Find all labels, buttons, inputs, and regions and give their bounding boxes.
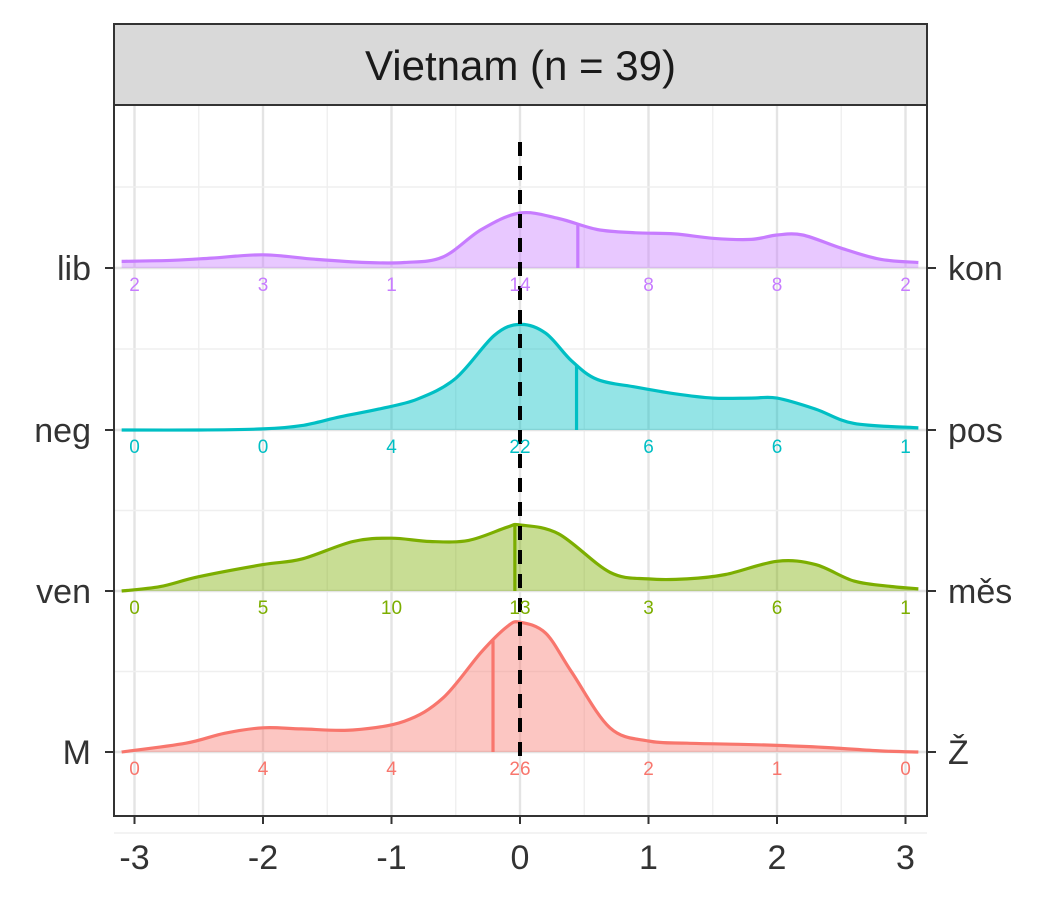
axes: -3 -2 -1 0 1 2 3 lib kon neg pos ven měs M Ž bbox=[34, 250, 1012, 877]
density-curve-ven bbox=[121, 522, 919, 593]
count-label: 5 bbox=[258, 598, 269, 619]
count-label: 0 bbox=[129, 759, 140, 780]
facet-strip bbox=[113, 23, 928, 106]
count-label: 2 bbox=[900, 275, 911, 296]
facet-title: Vietnam (n = 39) bbox=[365, 42, 676, 89]
count-label: 0 bbox=[258, 437, 269, 458]
count-label: 2 bbox=[129, 275, 140, 296]
right-label-M: Ž bbox=[948, 734, 969, 772]
right-label-lib: kon bbox=[948, 250, 1003, 288]
count-label: 8 bbox=[643, 275, 654, 296]
count-label: 26 bbox=[509, 759, 530, 780]
count-label: 3 bbox=[258, 275, 269, 296]
x-tick-label: -3 bbox=[119, 839, 149, 877]
count-label: 0 bbox=[129, 437, 140, 458]
count-labels: 2 3 1 14 8 8 20 0 4 22 6 6 10 5 10 13 3 6 10 4 4 26 2 1 0 bbox=[129, 275, 911, 780]
density-area-neg bbox=[121, 324, 919, 431]
count-label: 10 bbox=[381, 598, 402, 619]
count-label: 1 bbox=[900, 598, 911, 619]
count-label: 4 bbox=[386, 437, 397, 458]
left-label-M: M bbox=[63, 734, 91, 772]
x-tick-label: 1 bbox=[639, 839, 658, 877]
left-label-ven: ven bbox=[36, 573, 91, 611]
count-label: 0 bbox=[900, 759, 911, 780]
count-label: 2 bbox=[643, 759, 654, 780]
x-tick-label: -2 bbox=[248, 839, 278, 877]
count-label: 6 bbox=[772, 437, 783, 458]
x-tick-label: 3 bbox=[896, 839, 915, 877]
x-tick-label: 2 bbox=[768, 839, 787, 877]
count-label: 8 bbox=[772, 275, 783, 296]
left-label-neg: neg bbox=[34, 412, 91, 450]
count-label: 1 bbox=[386, 275, 397, 296]
count-label: 14 bbox=[509, 275, 531, 296]
count-label: 3 bbox=[643, 598, 654, 619]
right-label-neg: pos bbox=[948, 412, 1003, 450]
density-curve-lib bbox=[121, 210, 919, 265]
count-label: 4 bbox=[258, 759, 269, 780]
count-label: 6 bbox=[643, 437, 654, 458]
count-label: 4 bbox=[386, 759, 397, 780]
left-label-lib: lib bbox=[57, 250, 91, 288]
count-label: 1 bbox=[900, 437, 911, 458]
count-label: 6 bbox=[772, 598, 783, 619]
density-area-M bbox=[121, 621, 919, 752]
density-curve-neg bbox=[121, 322, 919, 432]
count-label: 13 bbox=[509, 598, 530, 619]
count-label: 1 bbox=[772, 759, 783, 780]
right-label-ven: měs bbox=[948, 573, 1012, 611]
count-label: 0 bbox=[129, 598, 140, 619]
x-tick-label: 0 bbox=[511, 839, 530, 877]
x-tick-label: -1 bbox=[376, 839, 406, 877]
count-label: 22 bbox=[509, 437, 530, 458]
